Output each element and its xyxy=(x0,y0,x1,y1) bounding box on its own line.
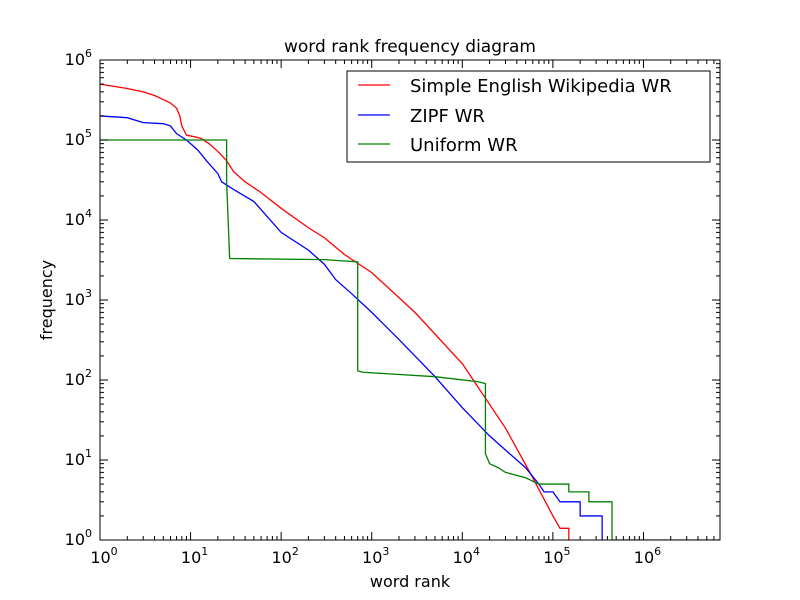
y-axis-label: frequency xyxy=(37,260,56,340)
y-tick-label: 101 xyxy=(65,447,92,469)
x-tick-label: 100 xyxy=(90,545,117,567)
legend-label-zipf: ZIPF WR xyxy=(410,106,485,127)
plot-area xyxy=(100,83,720,540)
y-tick-label: 100 xyxy=(65,527,92,549)
legend: Simple English Wikipedia WR ZIPF WR Unif… xyxy=(346,70,711,163)
y-tick-label: 103 xyxy=(65,287,92,309)
y-tick-label: 105 xyxy=(65,127,92,149)
axis-ticks: 100 101 102 103 104 105 106 100 101 102 103 104 105 1… xyxy=(65,47,720,567)
y-tick-label: 104 xyxy=(65,207,92,229)
legend-box xyxy=(346,70,711,163)
y-tick-label: 102 xyxy=(65,367,92,389)
x-tick-label: 101 xyxy=(181,545,208,567)
series-line-1 xyxy=(100,115,603,540)
legend-label-wikipedia: Simple English Wikipedia WR xyxy=(410,76,672,97)
y-tick-label: 106 xyxy=(65,47,92,69)
x-tick-label: 102 xyxy=(271,545,298,567)
x-axis-label: word rank xyxy=(370,572,451,591)
series-line-2 xyxy=(100,139,720,540)
x-tick-label: 105 xyxy=(543,545,570,567)
series-line-0 xyxy=(100,83,570,540)
legend-label-uniform: Uniform WR xyxy=(410,135,518,156)
chart-title: word rank frequency diagram xyxy=(284,37,536,57)
x-tick-label: 106 xyxy=(634,545,661,567)
x-tick-label: 104 xyxy=(453,545,480,567)
x-tick-label: 103 xyxy=(362,545,389,567)
